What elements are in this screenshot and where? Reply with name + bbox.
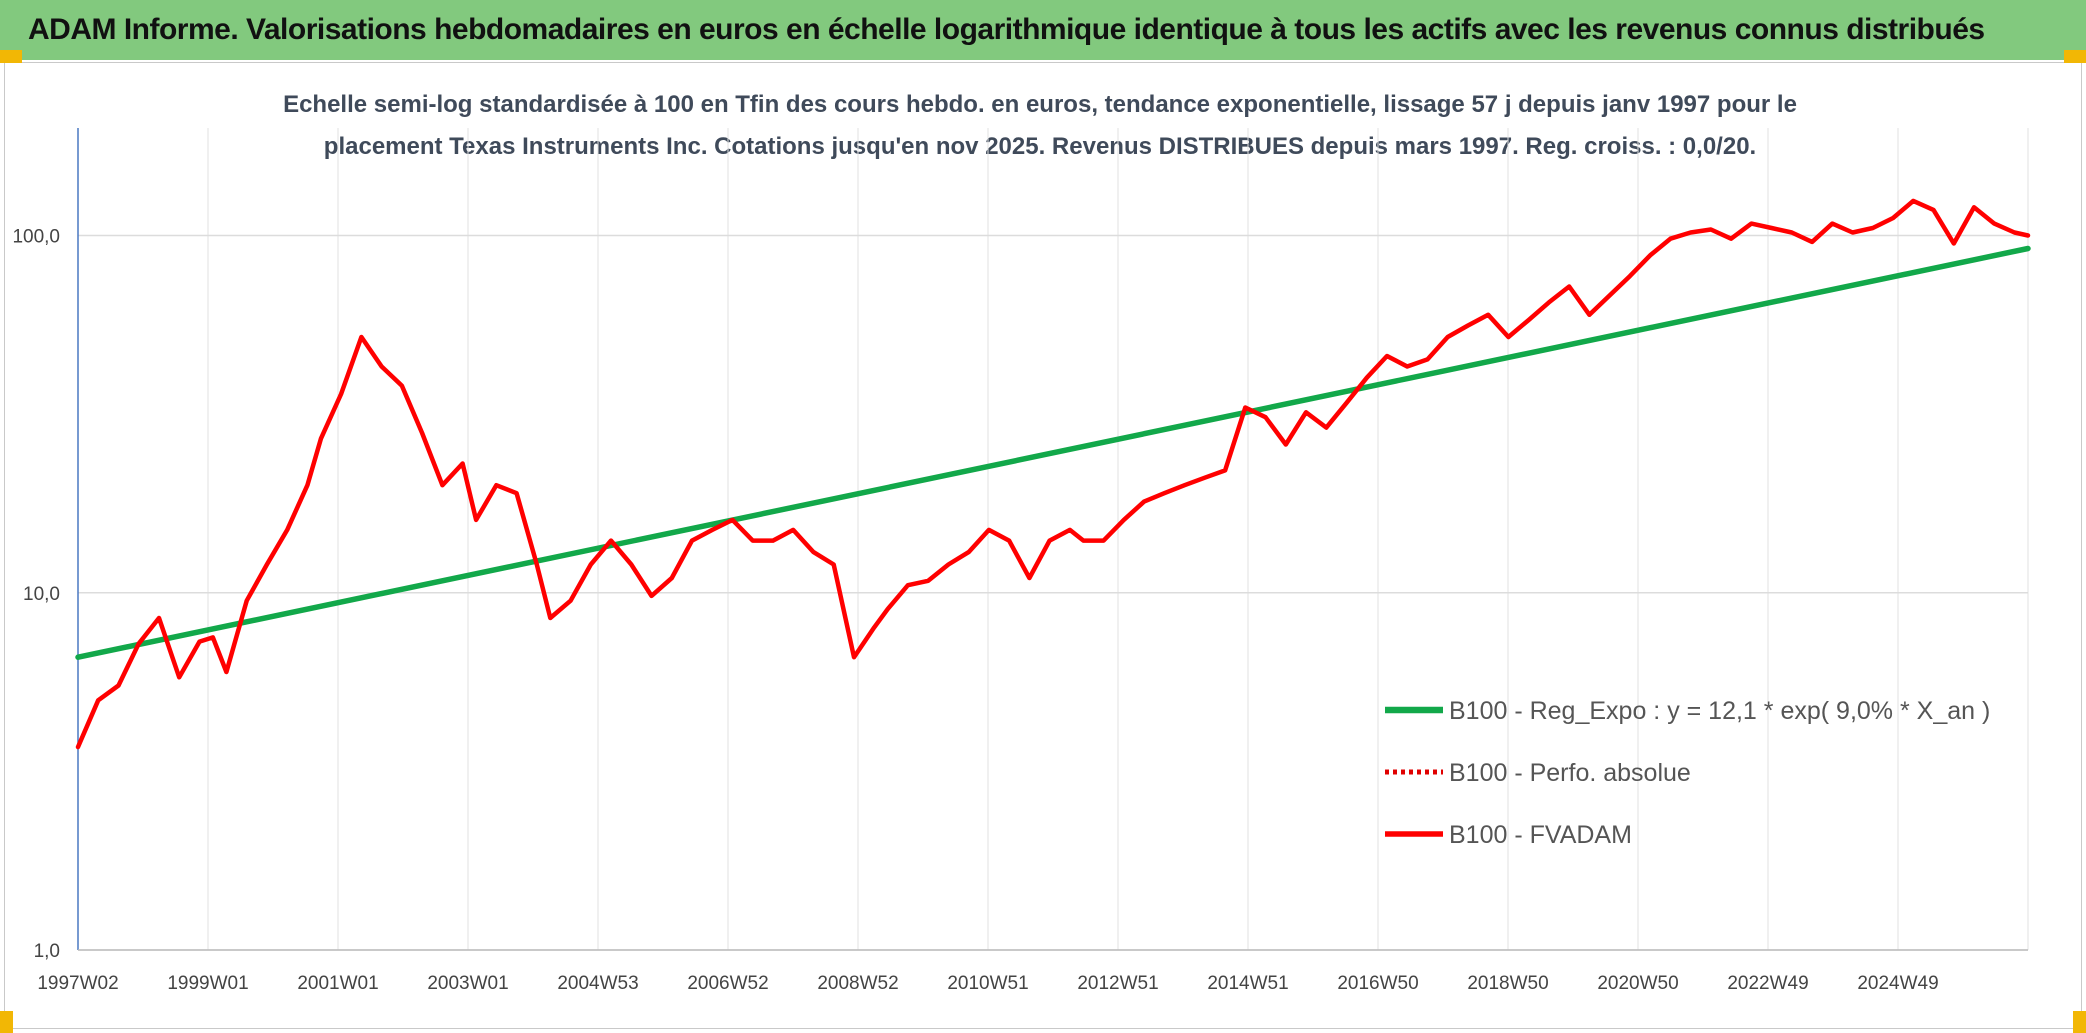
x-tick-label: 2001W01 bbox=[297, 973, 378, 994]
chart-subtitle-line-2: placement Texas Instruments Inc. Cotatio… bbox=[323, 133, 1757, 160]
x-tick-label: 1997W02 bbox=[37, 973, 118, 994]
legend-label: B100 - FVADAM bbox=[1449, 821, 1632, 849]
x-tick-label: 2016W50 bbox=[1337, 973, 1418, 994]
series-line-solid-green bbox=[75, 245, 2031, 660]
chart-subtitle-line-1: Echelle semi-log standardisée à 100 en T… bbox=[283, 91, 1797, 118]
x-tick-label: 2004W53 bbox=[557, 973, 638, 994]
x-tick-label: 2024W49 bbox=[1857, 973, 1938, 994]
report-header: ADAM Informe. Valorisations hebdomadaire… bbox=[0, 0, 2086, 60]
x-tick-label: 2006W52 bbox=[687, 973, 768, 994]
legend-label: B100 - Reg_Expo : y = 12,1 * exp( 9,0% *… bbox=[1449, 697, 1990, 725]
x-tick-label: 1999W01 bbox=[167, 973, 248, 994]
x-tick-label: 2018W50 bbox=[1467, 973, 1548, 994]
x-tick-label: 2008W52 bbox=[817, 973, 898, 994]
corner-marker-bottom-right bbox=[2073, 1011, 2086, 1033]
x-tick-label: 2003W01 bbox=[427, 973, 508, 994]
report-title: ADAM Informe. Valorisations hebdomadaire… bbox=[28, 13, 1985, 46]
x-tick-label: 2022W49 bbox=[1727, 973, 1808, 994]
x-tick-label: 2014W51 bbox=[1207, 973, 1288, 994]
y-tick-label: 10,0 bbox=[23, 584, 60, 605]
chart-subtitle: Echelle semi-log standardisée à 100 en T… bbox=[190, 84, 1890, 168]
y-tick-label: 1,0 bbox=[34, 941, 60, 962]
series-line-solid-red bbox=[75, 198, 2031, 750]
corner-marker-top-left bbox=[0, 50, 22, 63]
corner-marker-top-right bbox=[2064, 50, 2086, 63]
x-tick-label: 2012W51 bbox=[1077, 973, 1158, 994]
y-tick-label: 100,0 bbox=[12, 227, 60, 248]
legend-label: B100 - Perfo. absolue bbox=[1449, 759, 1691, 787]
chart-frame bbox=[4, 62, 2082, 1029]
x-tick-label: 2010W51 bbox=[947, 973, 1028, 994]
corner-marker-bottom-left bbox=[0, 1011, 13, 1033]
x-tick-label: 2020W50 bbox=[1597, 973, 1678, 994]
